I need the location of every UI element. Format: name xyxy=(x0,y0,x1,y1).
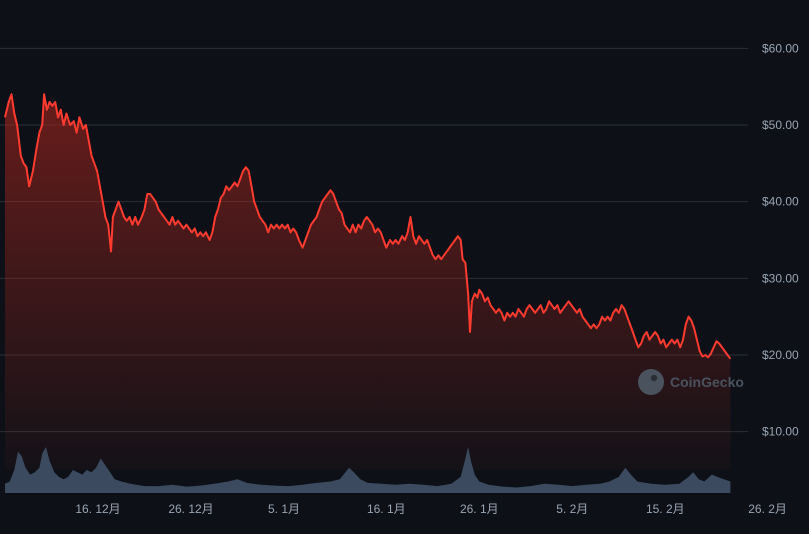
volume-area xyxy=(5,447,731,493)
y-tick-label: $30.00 xyxy=(762,271,799,285)
price-area-fill xyxy=(5,94,731,471)
x-tick-label: 16. 12月 xyxy=(75,502,120,516)
gecko-eye-icon xyxy=(650,374,658,382)
x-tick-label: 26. 2月 xyxy=(748,502,787,516)
x-tick-label: 15. 2月 xyxy=(646,502,685,516)
y-tick-label: $60.00 xyxy=(762,41,799,55)
y-tick-label: $50.00 xyxy=(762,118,799,132)
x-tick-label: 26. 1月 xyxy=(460,502,499,516)
y-axis-labels: $60.00 $50.00 $40.00 $30.00 $20.00 $10.00 xyxy=(762,41,799,438)
coingecko-watermark: CoinGecko xyxy=(638,369,744,395)
x-tick-label: 5. 2月 xyxy=(556,502,588,516)
watermark-text: CoinGecko xyxy=(670,374,744,390)
y-tick-label: $10.00 xyxy=(762,425,799,439)
gecko-logo-icon xyxy=(638,369,664,395)
y-tick-label: $20.00 xyxy=(762,348,799,362)
x-axis-labels: 16. 12月 26. 12月 5. 1月 16. 1月 26. 1月 5. 2月 15. … xyxy=(75,502,787,516)
x-tick-label: 26. 12月 xyxy=(168,502,213,516)
y-tick-label: $40.00 xyxy=(762,195,799,209)
price-line xyxy=(4,93,732,360)
x-tick-label: 16. 1月 xyxy=(367,502,406,516)
x-tick-label: 5. 1月 xyxy=(268,502,300,516)
